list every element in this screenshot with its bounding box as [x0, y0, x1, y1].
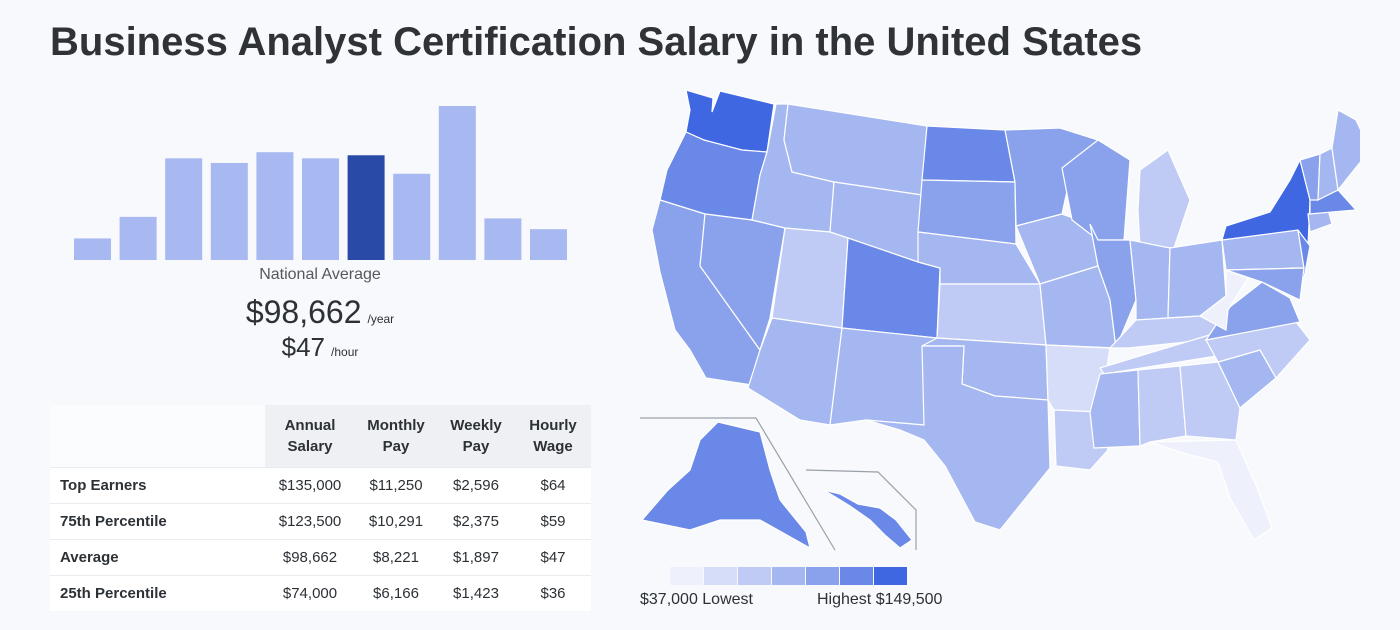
table-row: 25th Percentile $74,000 $6,166 $1,423 $3…: [50, 574, 591, 611]
state-mi: [1137, 149, 1191, 249]
histogram-bar: [438, 106, 476, 260]
map-inset-border: [805, 469, 917, 550]
state-nm: [829, 327, 938, 426]
row-label: Average: [50, 538, 265, 575]
state-hi: [823, 489, 913, 549]
monthly-cell: $8,221: [355, 538, 437, 575]
legend-swatch: [772, 567, 805, 585]
state-ut: [771, 227, 849, 329]
histogram-bar: [210, 162, 248, 260]
map-inset-border: [640, 417, 836, 551]
legend-swatch: [670, 567, 703, 585]
histogram-bar-national-average: [347, 155, 385, 260]
state-al: [1137, 365, 1187, 447]
state-fl: [1149, 439, 1273, 541]
state-ga: [1179, 361, 1241, 441]
weekly-cell: $1,423: [437, 574, 515, 611]
monthly-cell: $10,291: [355, 502, 437, 539]
annual-salary: $98,662/year: [0, 294, 640, 331]
table-header-hourly: Hourly Wage: [515, 405, 591, 467]
state-ms: [1089, 369, 1141, 449]
histogram-bar: [119, 216, 157, 260]
salary-percentile-table: Annual Salary Monthly Pay Weekly Pay Hou…: [50, 405, 591, 611]
state-ak: [640, 421, 811, 550]
histogram-bar: [256, 152, 294, 260]
salary-distribution-histogram: [74, 106, 567, 260]
legend-swatch: [874, 567, 907, 585]
weekly-cell: $1,897: [437, 538, 515, 575]
hourly-wage-amount: $47: [281, 332, 326, 362]
histogram-bar: [530, 229, 567, 260]
page-title: Business Analyst Certification Salary in…: [50, 20, 1143, 64]
state-me: [1331, 109, 1360, 192]
hourly-cell: $64: [515, 466, 591, 503]
weekly-cell: $2,596: [437, 466, 515, 503]
hourly-cell: $36: [515, 574, 591, 611]
state-wv: [1198, 269, 1249, 331]
monthly-cell: $11,250: [355, 466, 437, 503]
annual-salary-amount: $98,662: [245, 294, 362, 330]
hourly-cell: $47: [515, 538, 591, 575]
legend-low-label: $37,000 Lowest: [640, 591, 753, 608]
monthly-cell: $6,166: [355, 574, 437, 611]
histogram-bar: [393, 173, 431, 260]
state-ks: [936, 283, 1047, 346]
row-label: 25th Percentile: [50, 574, 265, 611]
histogram-bar: [302, 158, 339, 260]
table-header-weekly: Weekly Pay: [437, 405, 515, 467]
weekly-cell: $2,375: [437, 502, 515, 539]
hourly-cell: $59: [515, 502, 591, 539]
row-label: 75th Percentile: [50, 502, 265, 539]
hourly-wage-unit: /hour: [331, 345, 359, 359]
legend-swatch: [704, 567, 737, 585]
table-row: Top Earners $135,000 $11,250 $2,596 $64: [50, 466, 591, 503]
legend-swatch: [806, 567, 839, 585]
hourly-wage: $47/hour: [0, 332, 640, 363]
table-header-annual: Annual Salary: [265, 405, 355, 467]
annual-cell: $123,500: [265, 502, 355, 539]
state-tx: [865, 345, 1051, 531]
legend-high-label: Highest $149,500: [817, 591, 943, 608]
table-row: 75th Percentile $123,500 $10,291 $2,375 …: [50, 502, 591, 539]
annual-cell: $98,662: [265, 538, 355, 575]
histogram-bar: [74, 238, 111, 260]
legend-swatch: [738, 567, 771, 585]
national-average-label: National Average: [259, 266, 381, 283]
annual-salary-unit: /year: [367, 312, 395, 326]
map-color-legend: [670, 567, 908, 585]
histogram-bar: [165, 158, 203, 260]
histogram-bar: [484, 218, 522, 260]
table-header-monthly: Monthly Pay: [355, 405, 437, 467]
us-salary-map: [640, 89, 1360, 551]
table-header-row: Annual Salary Monthly Pay Weekly Pay Hou…: [50, 405, 591, 467]
state-md: [1225, 267, 1305, 301]
legend-swatch: [840, 567, 873, 585]
row-label: Top Earners: [50, 466, 265, 503]
state-in: [1129, 239, 1171, 321]
state-nd: [921, 125, 1016, 183]
table-row: Average $98,662 $8,221 $1,897 $47: [50, 538, 591, 575]
annual-cell: $135,000: [265, 466, 355, 503]
annual-cell: $74,000: [265, 574, 355, 611]
table-header-blank: [50, 405, 265, 467]
